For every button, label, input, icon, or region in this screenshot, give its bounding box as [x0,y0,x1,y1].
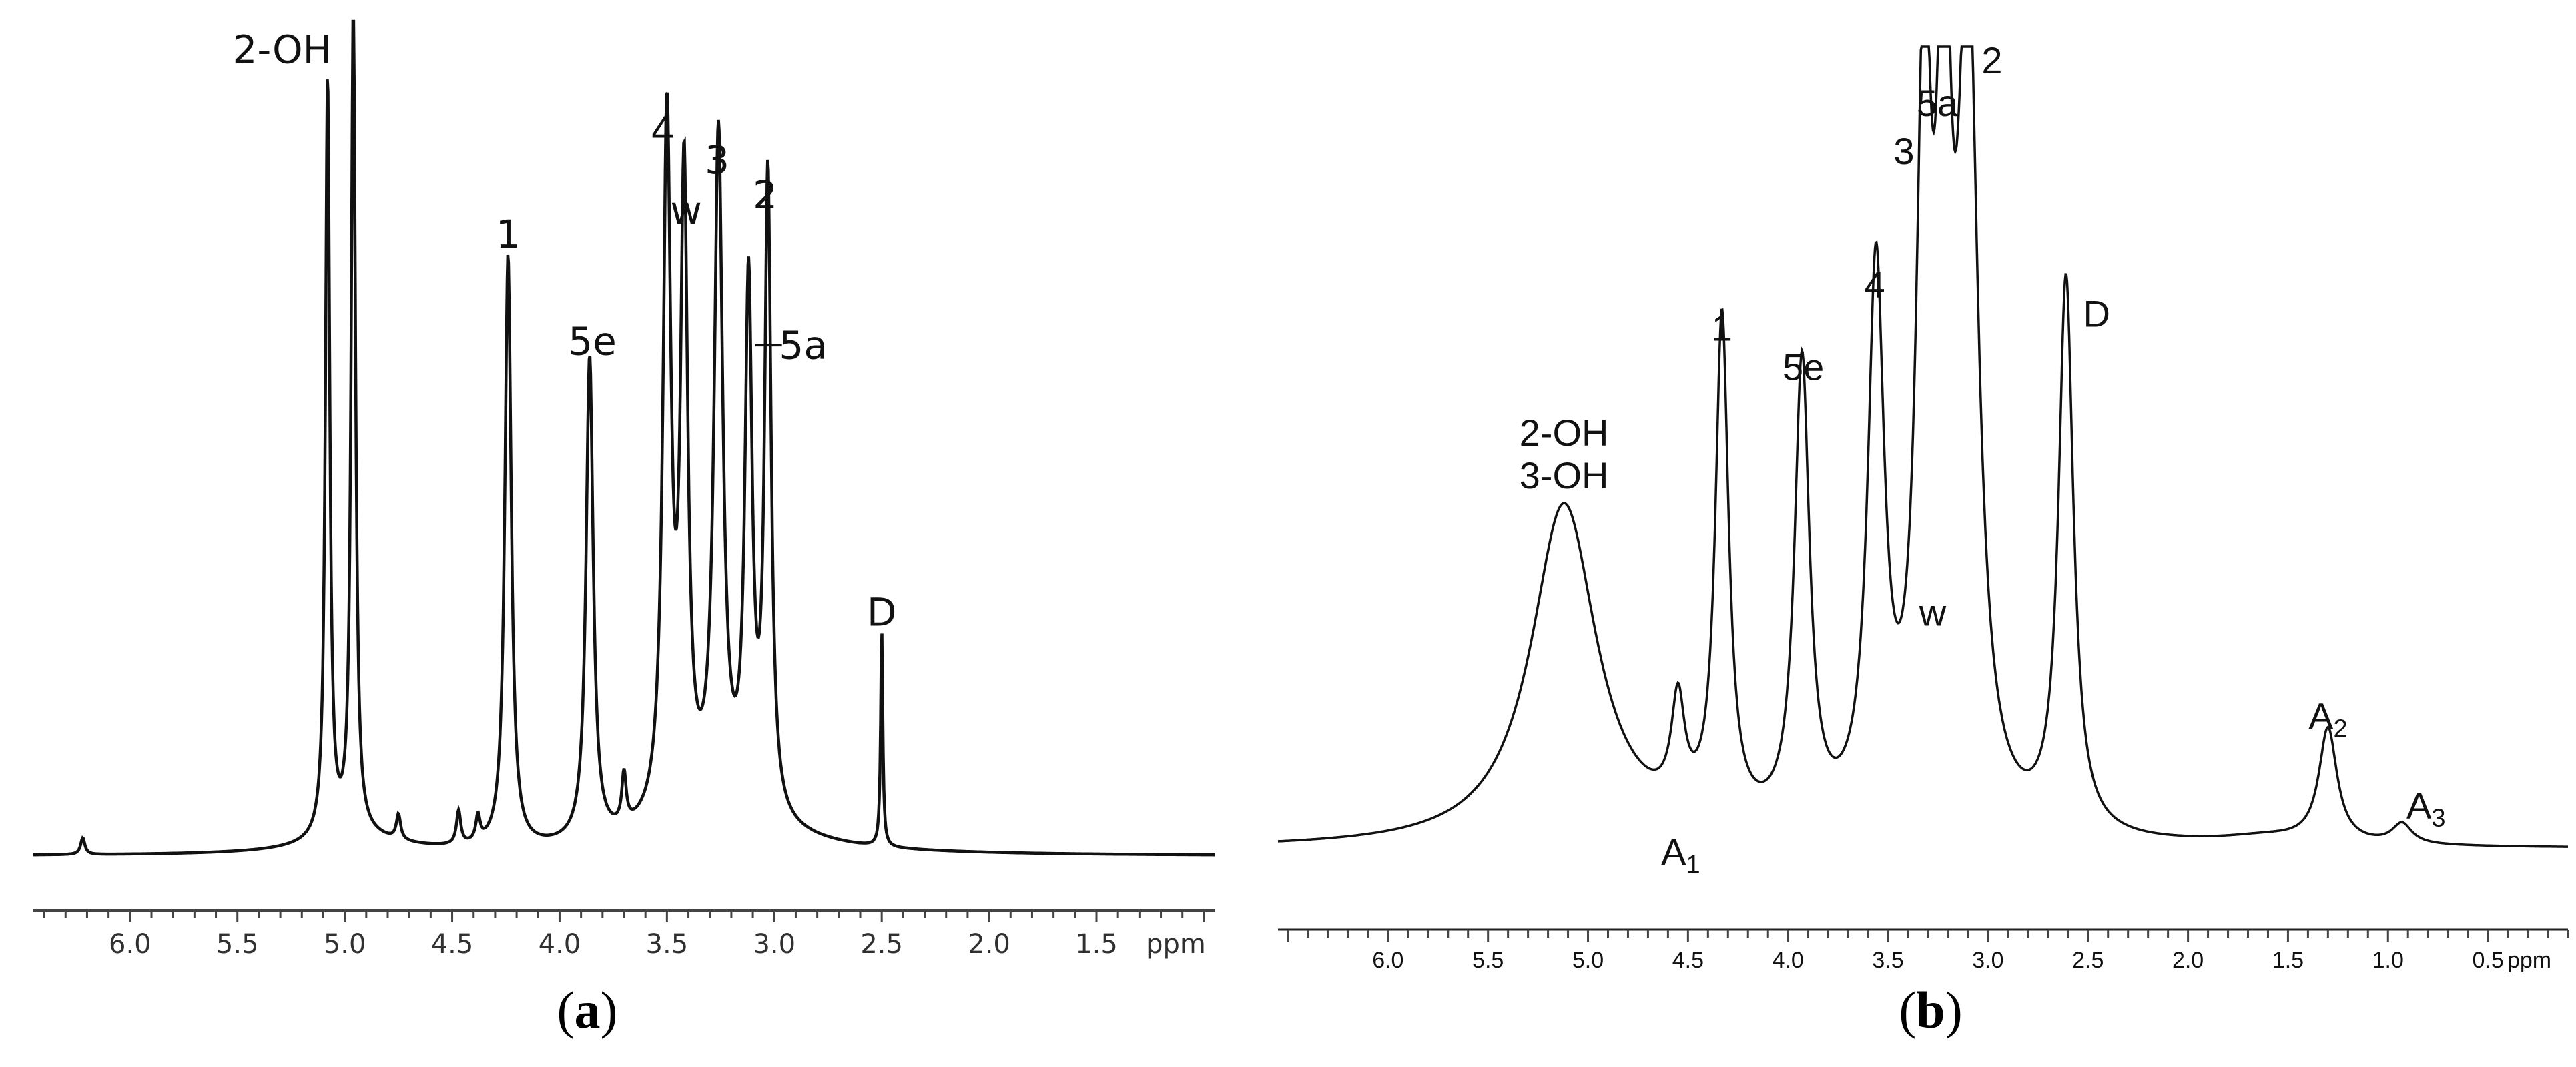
peak-label: 2 [753,172,777,218]
peak-label: A3 [2406,785,2446,833]
x-tick-label: 4.5 [431,929,474,960]
peak-label: 4 [651,109,675,154]
spectrum-b-line [1278,45,2568,848]
peak-label: 5e [1783,346,1824,388]
panel-a-caption: (a) [557,981,618,1039]
x-tick-label: 3.5 [1872,948,1903,973]
x-tick-label: 6.0 [1372,948,1403,973]
panel-b-x-tick-labels: 6.0 5.5 5.0 4.5 4.0 3.5 3.0 2.5 2.0 1.5 1.0 0.5 [1372,948,2504,973]
peak-label: D [867,590,897,635]
panel-a-chart: 6.0 5.5 5.0 4.5 4.0 3.5 3.0 2.5 2.0 1.5 ppm 2-OH 3… [33,19,1215,1039]
x-tick-label: 3.0 [753,929,795,960]
x-tick-label: 4.5 [1672,948,1704,973]
peak-label: 3-OH [1520,454,1609,496]
panel-a-x-axis-label: ppm [1146,929,1206,960]
peak-label: 3 [705,137,729,183]
x-tick-label: 0.5 [2472,948,2503,973]
panel-a-x-ticks [43,910,1205,922]
panel-b-x-axis-label: ppm [2507,948,2551,973]
panel-b-caption: (b) [1899,981,1962,1039]
peak-label: 2-OH [233,27,332,73]
panel-b-chart: 6.0 5.5 5.0 4.5 4.0 3.5 3.0 2.5 2.0 1.5 1.0 0.5 ppm… [1278,39,2569,1039]
peak-label: 2-OH [1520,412,1609,454]
peak-label: 2 [1981,39,2002,81]
x-tick-label: 1.5 [1075,929,1118,960]
x-tick-label: 6.0 [109,929,151,960]
peak-label: w [1919,592,1947,634]
peak-label: w [670,188,701,233]
x-tick-label: 2.0 [968,929,1010,960]
peak-label: 3 [1893,130,1914,172]
peak-label: 5a [779,322,827,368]
x-tick-label: 2.0 [2172,948,2204,973]
x-tick-label: 3.0 [1972,948,2003,973]
peak-label: 5e [568,318,617,364]
peak-label: 4 [1864,264,1885,306]
panel-b-x-ticks [1287,930,2569,942]
x-tick-label: 1.5 [2272,948,2304,973]
peak-label: D [2083,292,2110,334]
x-tick-label: 5.5 [216,929,259,960]
peak-label: 1 [496,212,521,257]
peak-label: A2 [2308,695,2348,743]
peak-label: A1 [1661,831,1700,879]
x-tick-label: 3.5 [646,929,689,960]
x-tick-label: 1.0 [2372,948,2404,973]
x-tick-label: 5.0 [324,929,366,960]
peak-label: 5a [1917,82,1959,124]
x-tick-label: 2.5 [860,929,903,960]
x-tick-label: 5.5 [1472,948,1504,973]
panel-a-x-tick-labels: 6.0 5.5 5.0 4.5 4.0 3.5 3.0 2.5 2.0 1.5 [109,929,1118,960]
peak-label: 1 [1712,306,1732,348]
x-tick-label: 5.0 [1572,948,1604,973]
spectrum-a-line [33,19,1215,857]
x-tick-label: 2.5 [2072,948,2104,973]
panel-b-peak-labels: 2-OH3-OH A1 1 5e 4 w 35a 2 D A2 A3 [1520,39,2446,879]
x-tick-label: 4.0 [539,929,581,960]
x-tick-label: 4.0 [1773,948,1804,973]
